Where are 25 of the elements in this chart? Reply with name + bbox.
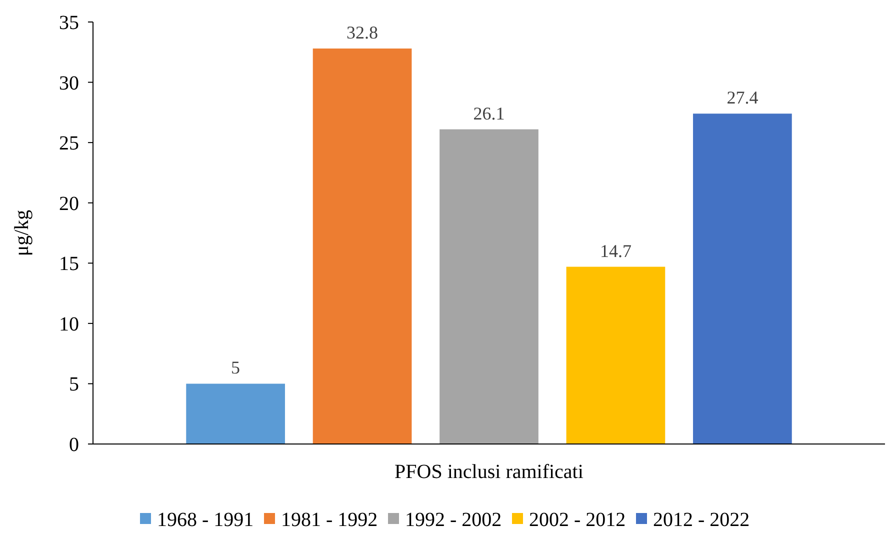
legend-label: 1992 - 2002 xyxy=(405,509,502,531)
y-axis-title: μg/kg xyxy=(11,210,33,256)
x-tick-label: PFOS inclusi ramificati xyxy=(394,461,584,483)
data-label: 32.8 xyxy=(346,22,378,43)
legend-label: 1981 - 1992 xyxy=(281,509,378,531)
y-tick-label: 15 xyxy=(59,253,79,276)
y-tick-label: 30 xyxy=(59,72,79,94)
bar xyxy=(693,114,792,444)
data-label: 27.4 xyxy=(726,88,758,108)
data-label: 5 xyxy=(231,358,240,378)
bar xyxy=(440,129,538,444)
legend-label: 2012 - 2022 xyxy=(653,509,750,531)
data-label: 26.1 xyxy=(473,103,505,124)
bar xyxy=(312,48,412,444)
y-tick-label: 5 xyxy=(69,374,79,396)
data-label: 14.7 xyxy=(600,240,632,261)
y-tick-label: 10 xyxy=(59,313,79,336)
bar xyxy=(566,266,666,444)
legend-label: 2002 - 2012 xyxy=(529,509,626,531)
y-tick-label: 35 xyxy=(59,12,79,34)
y-tick-label: 25 xyxy=(59,132,79,155)
bar xyxy=(186,384,285,444)
legend-label: 1968 - 1991 xyxy=(157,509,254,531)
y-tick-label: 0 xyxy=(69,434,79,456)
y-tick-label: 20 xyxy=(59,192,79,215)
